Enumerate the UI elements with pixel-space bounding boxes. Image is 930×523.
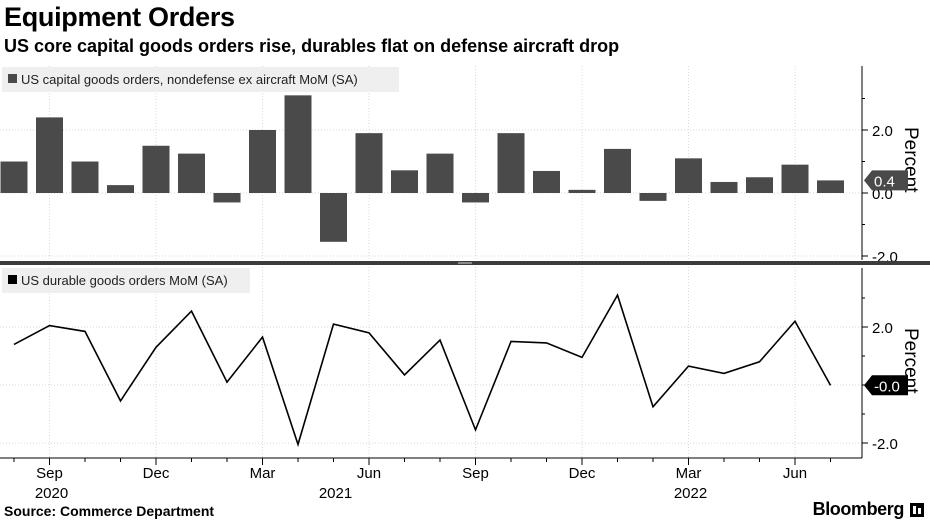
legend-label: US capital goods orders, nondefense ex a… [21,72,358,87]
x-tick-label: Jun [783,465,807,482]
bar [249,130,276,193]
bar [36,117,63,193]
bar [604,148,631,193]
x-year-label: 2021 [319,485,352,502]
bar [746,177,773,193]
bar [71,161,99,193]
bar [568,189,596,193]
x-tick-label: Sep [36,465,63,482]
bar [320,193,347,242]
x-tick-label: Sep [462,465,489,482]
legend-label: US durable goods orders MoM (SA) [21,273,228,288]
source-note: Source: Commerce Department [4,503,215,519]
bar [178,153,205,193]
y-tick-label: -2.0 [872,436,898,453]
x-tick-label: Mar [250,465,276,482]
bar [107,185,134,193]
legend-box [2,268,250,293]
series-line [13,293,832,448]
bar [639,193,667,201]
x-year-label: 2020 [35,485,68,502]
legend-swatch [8,275,17,284]
bar [462,193,489,203]
chart-subtitle: US core capital goods orders rise, durab… [4,36,620,56]
x-tick-label: Dec [143,465,170,482]
bar [533,170,560,193]
panel-divider-handle [458,262,472,264]
bar [675,158,702,193]
last-value-label: -0.0 [874,378,900,395]
x-tick-label: Dec [569,465,596,482]
bar [781,164,809,193]
legend-box [2,67,399,92]
bar [497,133,525,193]
last-value-flag [864,170,908,191]
x-year-label: 2022 [674,485,707,502]
legend-swatch [8,74,17,83]
bar [710,181,738,193]
y-tick-label: 2.0 [872,320,893,337]
bar [391,170,418,193]
bloomberg-terminal-icon [910,503,924,517]
x-tick-label: Mar [676,465,702,482]
y-tick-label: 2.0 [872,123,893,140]
brand-logo: Bloomberg [812,499,905,519]
bar [817,180,844,193]
bar [142,145,170,193]
bar [0,161,28,193]
chart-title: Equipment Orders [4,2,235,32]
bar [426,153,454,193]
x-tick-label: Jun [357,465,381,482]
bar [355,133,383,193]
bar [284,95,312,193]
last-value-flag [864,375,908,396]
bar [213,193,241,203]
last-value-label: 0.4 [874,173,895,190]
